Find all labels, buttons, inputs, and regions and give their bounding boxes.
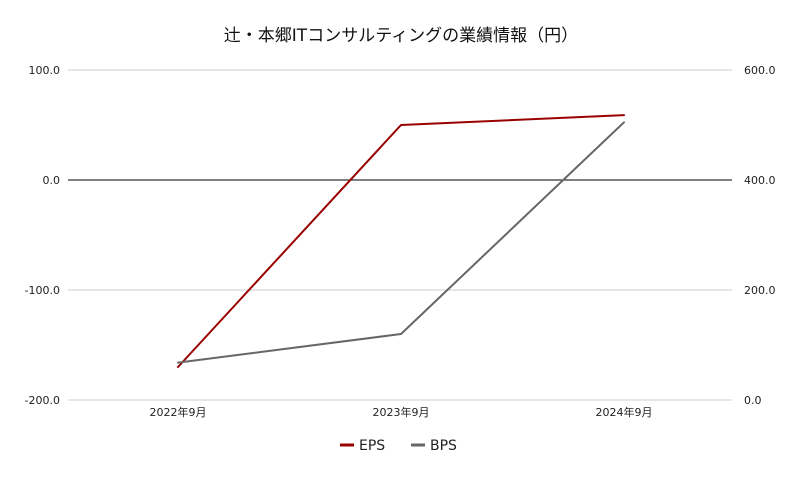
x-tick-label: 2022年9月 [150,405,207,419]
x-tick-label: 2024年9月 [596,405,653,419]
series-line-bps [177,121,625,364]
legend-label-eps: EPS [359,438,385,454]
right-tick-label: 200.0 [744,284,776,297]
legend-label-bps: BPS [430,438,457,454]
right-tick-label: 400.0 [744,174,776,187]
left-tick-label: 100.0 [29,64,61,77]
chart-title: 辻・本郷ITコンサルティングの業績情報（円） [224,26,578,46]
series-layer [177,114,625,368]
left-tick-label: 0.0 [43,174,61,187]
left-tick-label: -200.0 [25,394,60,407]
right-tick-label: 600.0 [744,64,776,77]
right-tick-label: 0.0 [744,394,762,407]
grid-layer [68,69,732,401]
left-axis: 100.0 0.0 -100.0 -200.0 [25,64,60,407]
x-axis: 2022年9月 2023年9月 2024年9月 [150,405,653,419]
x-tick-label: 2023年9月 [373,405,430,419]
legend: EPS BPS [340,438,457,454]
right-axis: 600.0 400.0 200.0 0.0 [744,64,776,407]
left-tick-label: -100.0 [25,284,60,297]
series-line-eps [177,114,625,368]
